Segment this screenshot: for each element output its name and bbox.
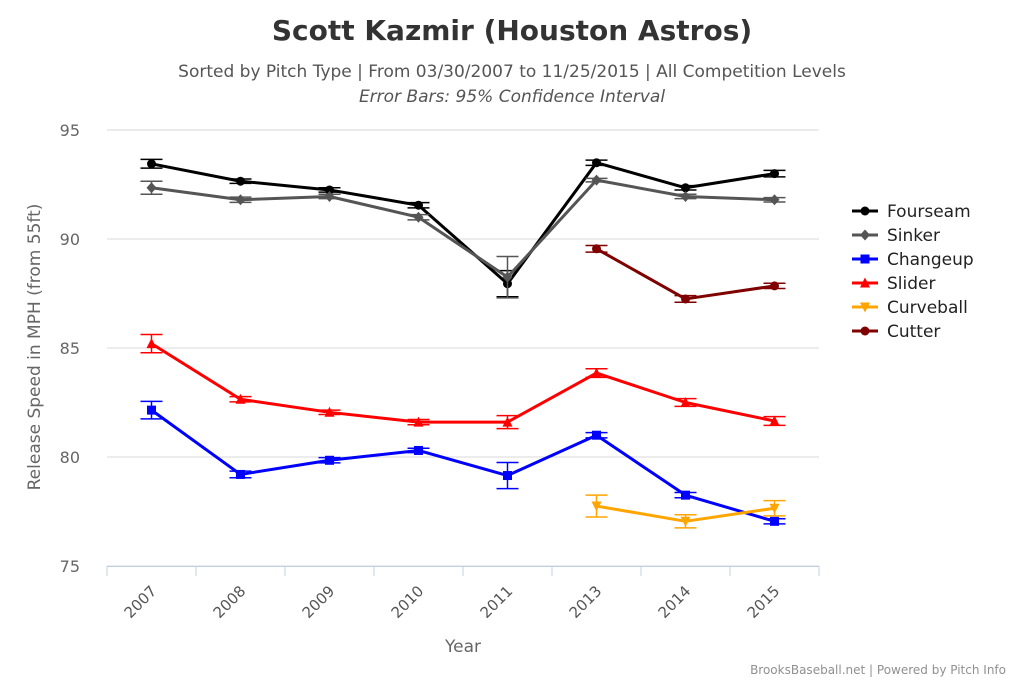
legend-item-slider[interactable]: Slider bbox=[852, 274, 935, 294]
data-point[interactable] bbox=[324, 406, 335, 417]
legend-label: Sinker bbox=[887, 226, 940, 246]
data-point[interactable] bbox=[147, 159, 156, 169]
data-point[interactable] bbox=[147, 405, 156, 415]
data-point[interactable] bbox=[235, 393, 246, 404]
data-point[interactable] bbox=[325, 455, 334, 465]
data-point[interactable] bbox=[502, 271, 513, 283]
x-axis-label: Year bbox=[444, 637, 481, 657]
series-slider bbox=[140, 333, 786, 430]
data-point[interactable] bbox=[146, 338, 157, 349]
x-tick-label: 2015 bbox=[744, 582, 784, 622]
legend-item-cutter[interactable]: Cutter bbox=[852, 322, 940, 342]
data-point[interactable] bbox=[591, 174, 602, 186]
data-point[interactable] bbox=[680, 190, 691, 202]
x-tick-label: 2014 bbox=[655, 582, 695, 622]
data-point[interactable] bbox=[769, 415, 780, 426]
data-point[interactable] bbox=[502, 416, 513, 427]
data-point[interactable] bbox=[413, 416, 424, 427]
series-line bbox=[150, 342, 775, 424]
data-point[interactable] bbox=[680, 516, 691, 527]
data-point[interactable] bbox=[681, 183, 690, 193]
data-point[interactable] bbox=[591, 501, 602, 512]
legend-item-sinker[interactable]: Sinker bbox=[852, 226, 940, 246]
legend-label: Cutter bbox=[887, 322, 940, 342]
data-point[interactable] bbox=[235, 194, 246, 206]
data-point[interactable] bbox=[592, 430, 601, 440]
chart-title: Scott Kazmir (Houston Astros) bbox=[272, 14, 752, 47]
y-tick-label: 85 bbox=[60, 339, 80, 358]
credits[interactable]: BrooksBaseball.net | Powered by Pitch In… bbox=[750, 663, 1006, 677]
data-point[interactable] bbox=[325, 185, 334, 195]
series-line bbox=[151, 161, 775, 286]
chart-subtitle: Sorted by Pitch Type | From 03/30/2007 t… bbox=[178, 62, 846, 82]
data-point[interactable] bbox=[769, 194, 780, 206]
series-curveball bbox=[585, 494, 786, 529]
legend-item-changeup[interactable]: Changeup bbox=[852, 250, 974, 270]
legend-marker[interactable] bbox=[860, 229, 870, 241]
data-point[interactable] bbox=[592, 158, 601, 168]
series-cutter bbox=[585, 244, 786, 304]
legend-item-curveball[interactable]: Curveball bbox=[852, 298, 968, 318]
x-tick-label: 2007 bbox=[121, 582, 161, 622]
data-point[interactable] bbox=[413, 211, 424, 223]
data-point[interactable] bbox=[591, 367, 602, 378]
legend-label: Slider bbox=[887, 274, 935, 294]
data-point[interactable] bbox=[414, 200, 423, 210]
y-tick-label: 90 bbox=[60, 230, 80, 249]
data-point[interactable] bbox=[680, 397, 691, 407]
series-fourseam bbox=[140, 158, 786, 298]
legend-marker[interactable] bbox=[860, 254, 870, 264]
data-point[interactable] bbox=[503, 471, 512, 481]
y-tick-label: 75 bbox=[60, 557, 80, 576]
data-point[interactable] bbox=[681, 490, 690, 500]
series-changeup bbox=[140, 400, 786, 526]
data-point[interactable] bbox=[592, 244, 601, 254]
legend-item-fourseam[interactable]: Fourseam bbox=[852, 202, 971, 222]
data-point[interactable] bbox=[236, 176, 245, 186]
x-tick-label: 2010 bbox=[388, 582, 428, 622]
series-line bbox=[151, 178, 775, 279]
series-sinker bbox=[140, 174, 786, 299]
x-tick-label: 2011 bbox=[477, 582, 517, 622]
series-line bbox=[150, 408, 775, 523]
x-tick-label: 2013 bbox=[566, 582, 606, 622]
data-point[interactable] bbox=[236, 469, 245, 479]
legend-label: Curveball bbox=[887, 298, 968, 318]
legend-label: Changeup bbox=[887, 250, 974, 270]
series-layer bbox=[140, 158, 786, 529]
x-tick-label: 2009 bbox=[299, 582, 339, 622]
data-point[interactable] bbox=[324, 190, 335, 202]
data-point[interactable] bbox=[770, 516, 779, 526]
data-point[interactable] bbox=[769, 503, 780, 514]
legend-marker[interactable] bbox=[860, 326, 870, 336]
data-point[interactable] bbox=[681, 294, 690, 304]
data-point[interactable] bbox=[770, 169, 779, 179]
legend-marker[interactable] bbox=[860, 277, 870, 288]
chart-subtitle-note: Error Bars: 95% Confidence Interval bbox=[359, 87, 665, 107]
data-point[interactable] bbox=[414, 445, 423, 455]
data-point[interactable] bbox=[146, 182, 157, 194]
series-line bbox=[595, 247, 775, 301]
legend-marker[interactable] bbox=[860, 206, 870, 216]
x-tick-label: 2008 bbox=[210, 582, 250, 622]
y-tick-label: 95 bbox=[60, 121, 80, 140]
legend-marker[interactable] bbox=[860, 302, 870, 313]
legend[interactable]: Fourseam Sinker Changeup Slider Curveball Cut… bbox=[852, 202, 974, 342]
data-point[interactable] bbox=[770, 281, 779, 291]
y-axis-label: Release Speed in MPH (from 55ft) bbox=[25, 204, 45, 491]
y-tick-label: 80 bbox=[60, 448, 80, 467]
x-axis: 2007 2008 2009 2010 2011 2013 2014 2015 bbox=[106, 566, 820, 622]
legend-label: Fourseam bbox=[887, 202, 971, 222]
y-axis-ticks: 75 80 85 90 95 bbox=[60, 121, 80, 576]
